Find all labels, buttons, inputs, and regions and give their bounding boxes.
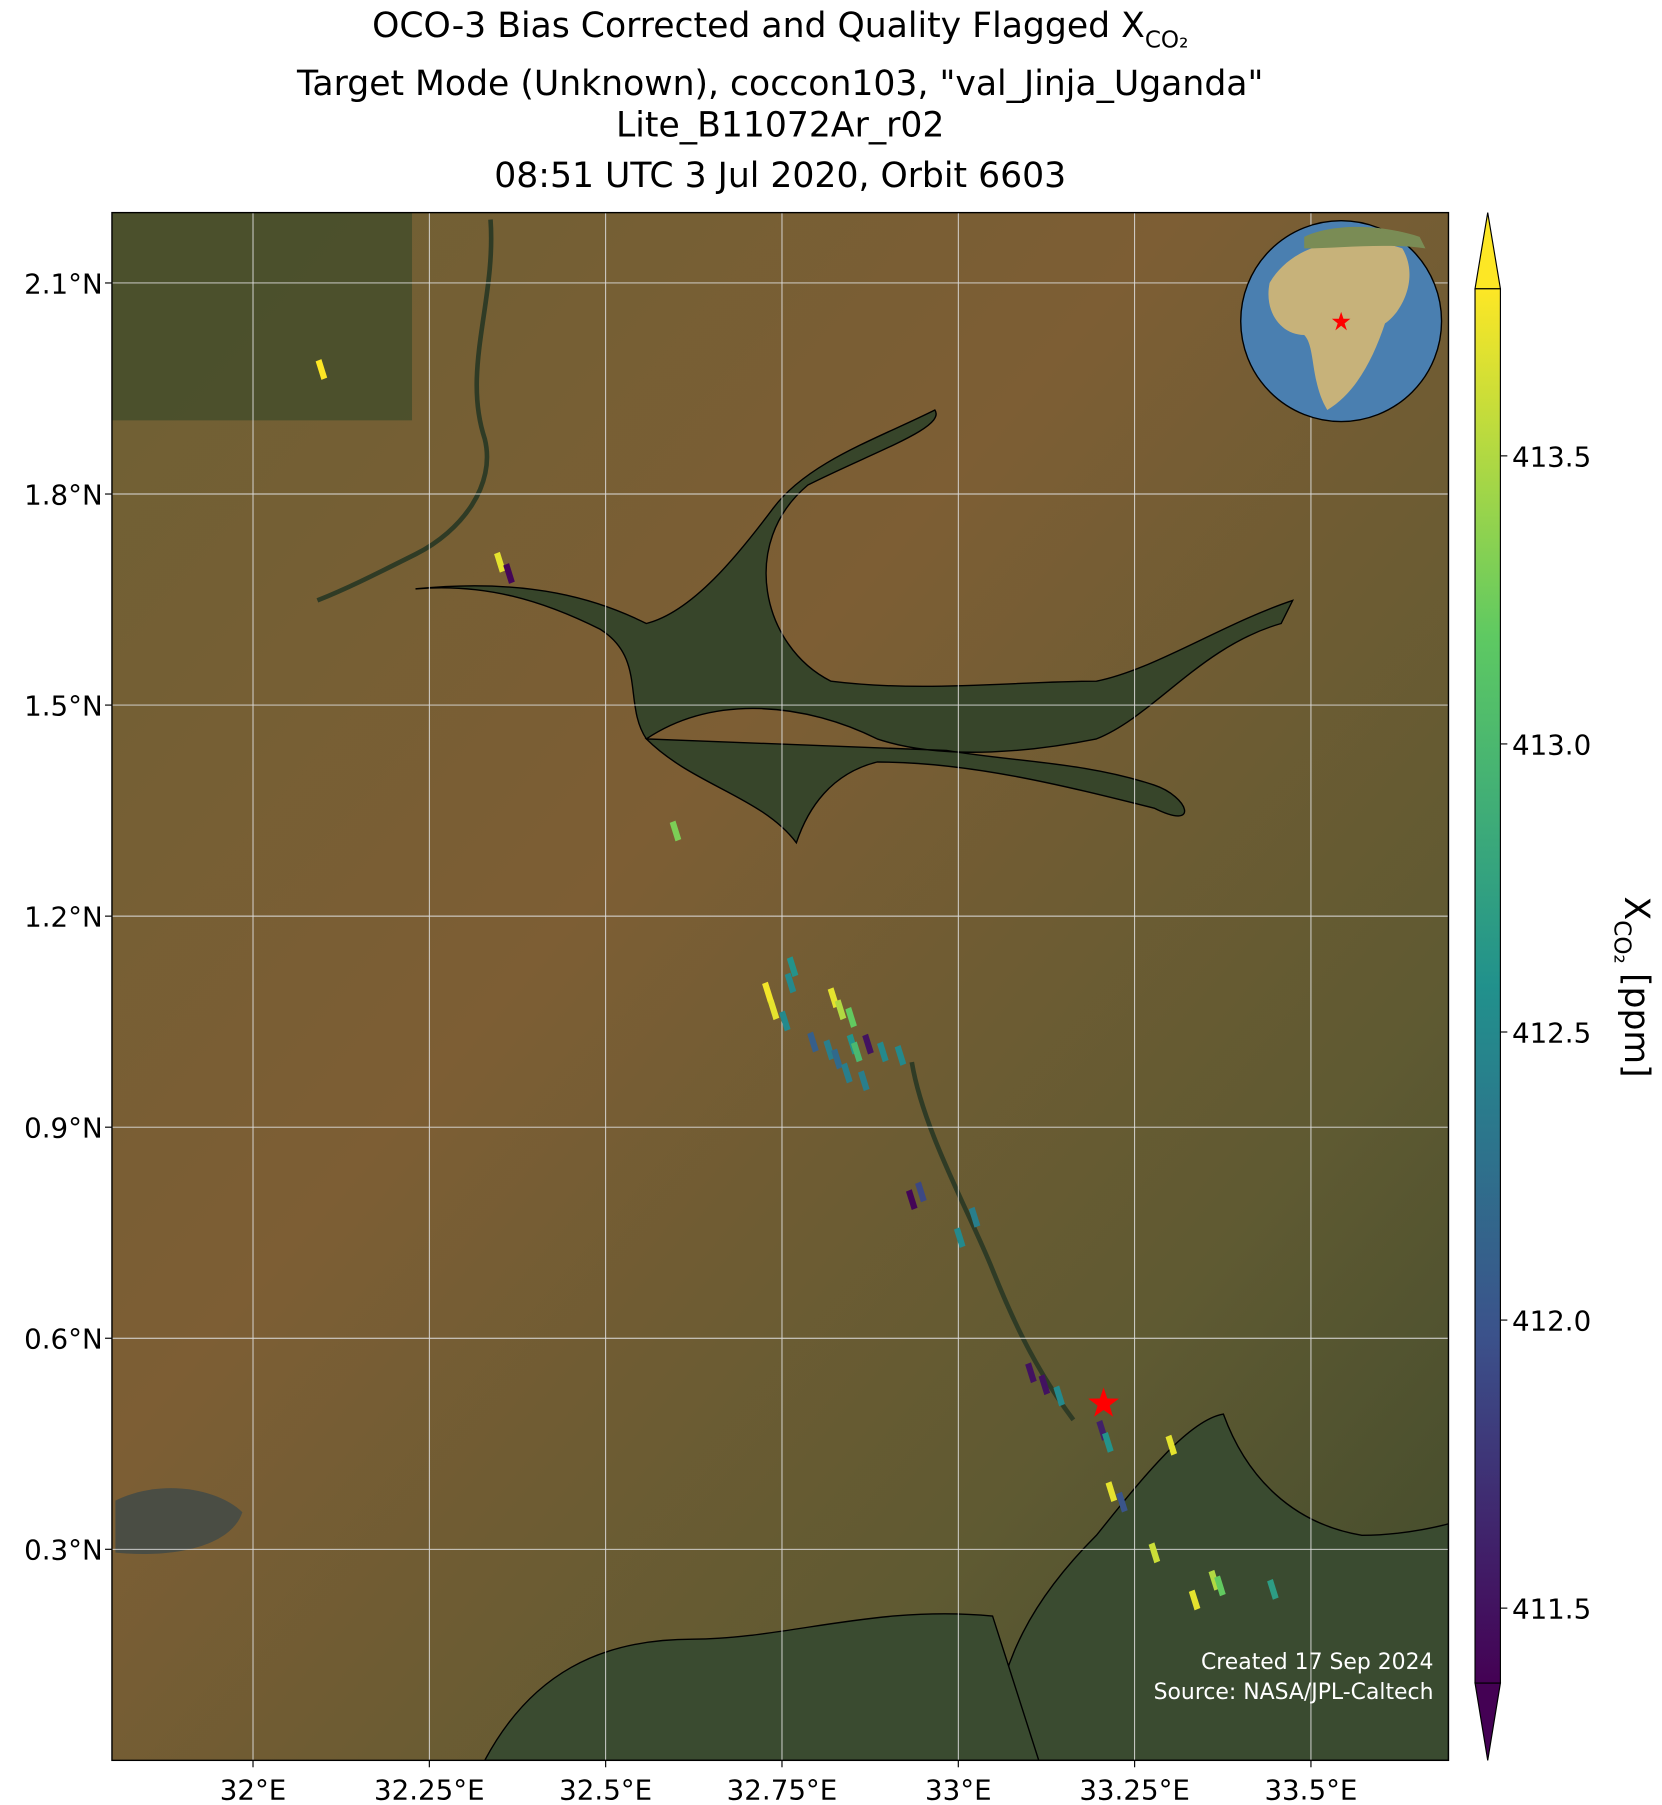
- footer-text: Created 17 Sep 2024: [1201, 1650, 1434, 1675]
- y-tick-label: 2.1°N: [24, 267, 103, 300]
- y-tick-label: 0.9°N: [24, 1112, 103, 1145]
- sounding: [841, 1062, 853, 1084]
- points: [315, 359, 1279, 1611]
- sounding: [915, 1181, 927, 1203]
- y-tick-label: 1.8°N: [24, 478, 103, 511]
- title-subscript: CO₂: [1145, 28, 1189, 54]
- sounding: [877, 1041, 889, 1063]
- subtitle: Target Mode (Unknown), coccon103, "val_J…: [296, 64, 1263, 104]
- sounding: [779, 1010, 791, 1032]
- sounding: [762, 981, 774, 1003]
- basemap: [111, 212, 1449, 1761]
- sounding: [1214, 1575, 1226, 1597]
- sounding: [767, 999, 780, 1021]
- sounding: [858, 1070, 870, 1092]
- colorbar-subscript: CO₂: [1609, 920, 1635, 964]
- sounding: [1105, 1481, 1118, 1502]
- x-tick-label: 32°E: [220, 1774, 287, 1801]
- sounding: [953, 1227, 966, 1249]
- subtitle: Lite_B11072Ar_r02: [616, 105, 944, 145]
- colorbar-tick-label: 413.5: [1512, 440, 1591, 473]
- sounding: [850, 1041, 863, 1063]
- sounding: [503, 563, 515, 584]
- colorbar-tick-label: 413.0: [1512, 728, 1591, 761]
- x-tick-label: 32.25°E: [374, 1774, 485, 1801]
- sounding: [1116, 1491, 1128, 1513]
- y-tick-label: 1.5°N: [24, 689, 103, 722]
- sounding: [823, 1039, 836, 1061]
- sounding: [1165, 1434, 1178, 1456]
- sounding: [669, 820, 682, 842]
- sounding: [831, 1048, 843, 1070]
- colorbar: 411.5 412.0 412.5 413.0 413.5: [1474, 212, 1591, 1761]
- x-tick-label: 32.5°E: [559, 1774, 652, 1801]
- sounding: [494, 551, 506, 573]
- sounding: [786, 956, 799, 978]
- sounding: [894, 1045, 907, 1066]
- colorbar-unit: [ppm]: [1616, 973, 1656, 1078]
- colorbar-symbol: X: [1616, 896, 1656, 920]
- sounding: [315, 359, 328, 380]
- sounding: [1053, 1385, 1065, 1407]
- colorbar-body: [1474, 288, 1501, 1684]
- sounding: [834, 999, 847, 1021]
- subtitle: 08:51 UTC 3 Jul 2020, Orbit 6603: [494, 156, 1066, 196]
- sounding: [1102, 1431, 1114, 1453]
- x-tick-label: 32.75°E: [727, 1774, 838, 1801]
- colorbar-extend: [1474, 1682, 1502, 1761]
- x-tick-label: 33.25°E: [1079, 1774, 1190, 1801]
- y-tick-label: 0.3°N: [24, 1534, 103, 1567]
- sounding: [845, 1007, 857, 1028]
- plot-frame: [111, 211, 1450, 1762]
- sounding: [1025, 1362, 1037, 1384]
- sounding: [968, 1206, 981, 1228]
- chart-title: OCO-3 Bias Corrected and Quality Flagged…: [372, 6, 1188, 53]
- sounding: [905, 1189, 918, 1211]
- footer-text: Source: NASA/JPL-Caltech: [1154, 1680, 1434, 1705]
- y-tick-label: 0.6°N: [24, 1323, 103, 1356]
- colorbar-tick-label: 411.5: [1512, 1593, 1591, 1626]
- inset-globe: [1240, 220, 1443, 423]
- grid: [111, 212, 1449, 1761]
- colorbar-label: XCO₂ [ppm]: [1609, 896, 1656, 1077]
- title-text: OCO-3 Bias Corrected and Quality Flagged…: [372, 6, 1145, 46]
- sounding: [784, 972, 797, 994]
- colorbar-tick-label: 412.0: [1512, 1304, 1591, 1337]
- sounding: [1038, 1374, 1051, 1396]
- sounding: [807, 1031, 819, 1053]
- colorbar-extend: [1474, 212, 1502, 290]
- target-star: [1088, 1387, 1119, 1417]
- colorbar-tick-label: 412.5: [1512, 1016, 1591, 1049]
- sounding: [1267, 1579, 1279, 1600]
- sounding: [862, 1033, 874, 1055]
- sounding: [1148, 1542, 1161, 1564]
- sounding: [1188, 1589, 1201, 1611]
- x-tick-label: 33°E: [925, 1774, 992, 1801]
- x-tick-label: 33.5°E: [1264, 1774, 1357, 1801]
- y-tick-label: 1.2°N: [24, 901, 103, 934]
